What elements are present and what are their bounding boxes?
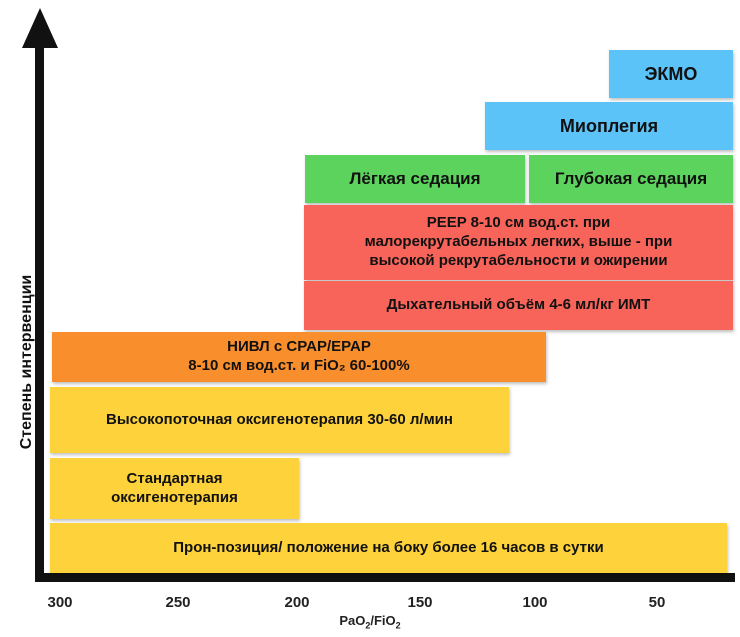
tidal-volume-label: Дыхательный объём 4-6 мл/кг ИМТ [386,296,651,314]
x-tick-100: 100 [522,594,548,611]
x-tick-150: 150 [407,594,433,611]
light-sedation-block: Лёгкая седация [305,155,525,203]
mioplegia-label: Миоплегия [559,115,659,136]
x-axis-label: PaO2/FiO2 [290,613,450,631]
standard-oxygen-block: Стандартная оксигенотерапия [50,458,299,519]
x-tick-300: 300 [47,594,73,611]
peep-block: PEEP 8-10 см вод.ст. при малорекрутабель… [304,205,733,280]
x-tick-50: 50 [648,594,666,611]
prone-label: Прон-позиция/ положение на боку более 16… [173,538,604,556]
x-axis-label-part-1: PaO [339,613,366,628]
y-axis-arrowhead [22,8,58,48]
prone-block: Прон-позиция/ положение на боку более 16… [50,523,727,573]
nivl-label: НИВЛ с CPAP/EPAP 8-10 см вод.ст. и FiO₂ … [188,338,410,374]
deep-sedation-label: Глубокая седация [554,169,708,189]
ekmo-block: ЭКМО [609,50,733,98]
tidal-volume-block: Дыхательный объём 4-6 мл/кг ИМТ [304,281,733,330]
x-tick-250: 250 [165,594,191,611]
high-flow-block: Высокопоточная оксигенотерапия 30-60 л/м… [50,387,509,453]
y-axis-label: Степень интервенции [18,274,35,450]
deep-sedation-block: Глубокая седация [529,155,733,203]
x-axis-label-sub-1: 2 [365,620,371,631]
x-tick-200: 200 [284,594,310,611]
peep-label: PEEP 8-10 см вод.ст. при малорекрутабель… [364,214,673,269]
light-sedation-label: Лёгкая седация [349,169,481,189]
nivl-block: НИВЛ с CPAP/EPAP 8-10 см вод.ст. и FiO₂ … [52,332,546,382]
mioplegia-block: Миоплегия [485,102,733,150]
x-axis-line [35,573,735,582]
standard-oxygen-label: Стандартная оксигенотерапия [111,469,238,506]
y-axis-line [35,44,44,576]
x-axis-label-sub-2: 2 [395,620,401,631]
x-axis-label-part-2: /FiO [370,613,396,628]
high-flow-label: Высокопоточная оксигенотерапия 30-60 л/м… [106,410,453,428]
ekmo-label: ЭКМО [644,63,698,84]
